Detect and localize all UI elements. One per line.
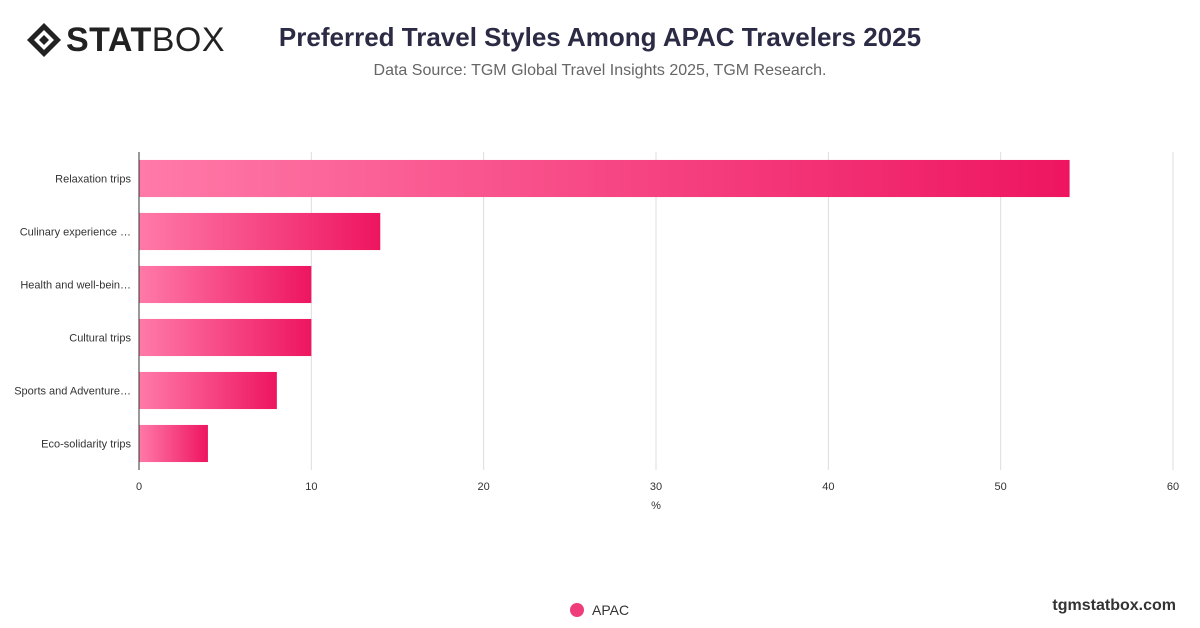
- x-tick-labels: 0 10 20 30 40 50 60: [136, 481, 1179, 493]
- x-tick-label: 30: [650, 481, 662, 493]
- bars: [139, 159, 1070, 463]
- chart-title: Preferred Travel Styles Among APAC Trave…: [278, 22, 922, 52]
- bar[interactable]: [139, 424, 208, 463]
- legend-label: APAC: [592, 602, 630, 618]
- chart-subtitle: Data Source: TGM Global Travel Insights …: [373, 62, 827, 79]
- logo-text: STATBOX: [66, 22, 225, 58]
- category-label: Health and well-bein…: [20, 280, 131, 292]
- bar[interactable]: [139, 212, 381, 251]
- category-label: Culinary experience …: [20, 227, 131, 239]
- x-tick-label: 10: [305, 481, 317, 493]
- logo-text-bold: STAT: [66, 21, 152, 59]
- x-tick-label: 0: [136, 481, 142, 493]
- grid-lines: [310, 152, 1174, 470]
- logo-text-light: BOX: [151, 21, 226, 59]
- category-label: Relaxation trips: [55, 174, 131, 186]
- category-labels: Relaxation trips Culinary experience … Hea…: [14, 174, 131, 451]
- bar[interactable]: [139, 265, 312, 304]
- x-tick-label: 50: [995, 481, 1007, 493]
- legend-dot-icon: [570, 603, 584, 617]
- category-label: Cultural trips: [69, 333, 131, 345]
- x-axis-label: %: [651, 500, 661, 512]
- x-tick-label: 20: [478, 481, 490, 493]
- x-tick-label: 60: [1167, 481, 1179, 493]
- watermark: tgmstatbox.com: [1052, 597, 1176, 614]
- x-tick-label: 40: [822, 481, 834, 493]
- category-label: Sports and Adventure…: [14, 386, 131, 398]
- bar[interactable]: [139, 318, 312, 357]
- logo: STATBOX: [26, 22, 225, 58]
- legend[interactable]: APAC: [570, 602, 629, 618]
- category-label: Eco-solidarity trips: [41, 439, 131, 451]
- bar[interactable]: [139, 159, 1070, 198]
- bar[interactable]: [139, 371, 277, 410]
- statbox-logo-icon: [27, 23, 61, 57]
